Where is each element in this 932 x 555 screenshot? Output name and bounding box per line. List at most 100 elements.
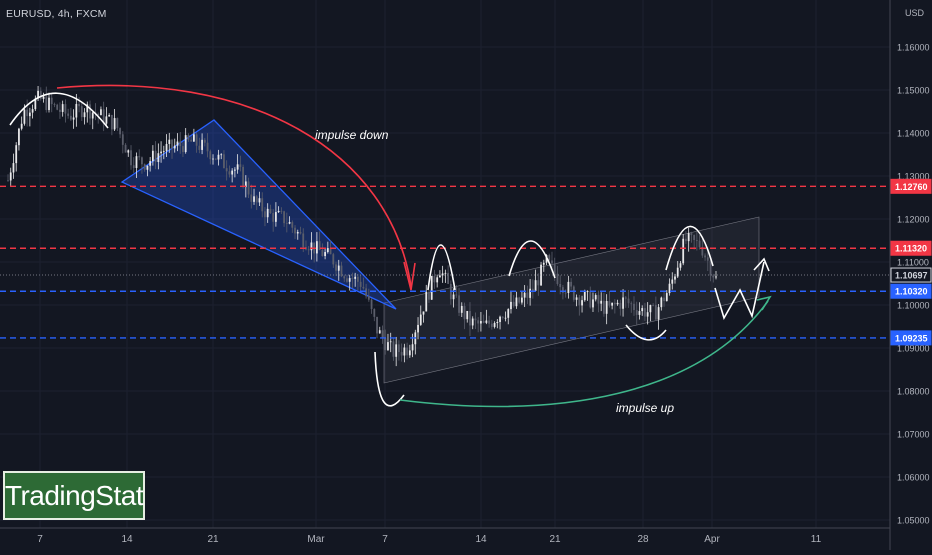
candle-body <box>294 227 296 234</box>
top-arc <box>508 240 556 279</box>
candle-body <box>9 172 12 181</box>
candle-body <box>693 235 696 240</box>
price-tag-label: 1.12760 <box>895 182 928 192</box>
candle-body <box>100 109 102 116</box>
candle-body <box>67 113 70 116</box>
y-tick-label: 1.14000 <box>897 129 930 139</box>
candle-body <box>581 300 583 306</box>
candle-body <box>250 194 253 202</box>
candle-body <box>706 257 709 261</box>
x-tick-label: 14 <box>121 534 133 545</box>
candle-body <box>701 247 704 256</box>
candle-body <box>704 255 706 258</box>
candle-body <box>630 303 633 305</box>
candle-body <box>59 109 61 112</box>
candle-body <box>564 292 567 294</box>
candle-body <box>274 212 277 222</box>
candle-body <box>477 320 480 324</box>
annotation-impulse-down: impulse down <box>315 128 389 142</box>
candle-body <box>154 150 157 163</box>
candle-body <box>575 297 578 300</box>
candle-body <box>469 310 471 326</box>
candle-body <box>187 135 190 140</box>
candle-body <box>597 295 600 304</box>
candle-body <box>460 305 463 313</box>
x-tick-label: 11 <box>811 534 822 545</box>
candle-body <box>425 291 428 312</box>
candle-body <box>649 305 652 313</box>
y-tick-label: 1.09000 <box>897 344 930 354</box>
candle-body <box>53 104 56 105</box>
candle-body <box>157 153 160 163</box>
candle-body <box>239 164 242 167</box>
candle-body <box>269 208 272 214</box>
candle-body <box>676 267 679 277</box>
candle-body <box>482 321 485 323</box>
candle-body <box>641 308 644 312</box>
candle-body <box>373 308 376 317</box>
candle-body <box>72 117 75 120</box>
candle-body <box>69 115 72 120</box>
candle-body <box>162 151 165 152</box>
candle-body <box>116 118 119 129</box>
tradingstat-logo: TradingStat <box>3 471 145 520</box>
candle-body <box>223 154 225 169</box>
candle-body <box>466 310 469 320</box>
candle-body <box>537 280 540 286</box>
y-tick-label: 1.15000 <box>897 86 930 96</box>
candle-body <box>247 181 250 195</box>
candle-body <box>501 316 504 318</box>
candle-body <box>665 293 668 302</box>
candle-body <box>244 181 247 188</box>
candle-body <box>61 104 64 112</box>
candle-body <box>441 273 444 276</box>
top-arc <box>427 244 456 291</box>
candle-body <box>365 288 368 297</box>
candle-body <box>266 208 269 218</box>
candle-body <box>182 146 184 153</box>
candle-body <box>135 156 138 168</box>
candle-body <box>572 286 575 300</box>
candle-body <box>113 118 116 130</box>
candle-body <box>75 103 78 118</box>
candle-body <box>671 279 674 284</box>
candle-body <box>387 342 389 351</box>
y-tick-label: 1.12000 <box>897 215 930 225</box>
candle-body <box>376 316 378 334</box>
y-tick-label: 1.16000 <box>897 43 930 53</box>
symbol-label: EURUSD, 4h, FXCM <box>6 8 107 20</box>
candle-body <box>346 278 348 282</box>
candle-body <box>452 294 455 300</box>
candle-body <box>132 165 135 168</box>
candle-body <box>176 141 179 146</box>
candle-body <box>255 196 258 203</box>
candle-body <box>64 104 67 114</box>
y-tick-label: 1.13000 <box>897 172 930 182</box>
price-tag-label: 1.10697 <box>895 271 928 281</box>
candle-body <box>488 320 491 324</box>
candle-body <box>600 300 603 304</box>
candle-body <box>318 241 321 251</box>
candle-body <box>463 305 466 320</box>
candle-body <box>619 302 622 309</box>
bottom-arc <box>374 351 405 407</box>
x-tick-label: 7 <box>382 534 388 545</box>
y-tick-label: 1.05000 <box>897 516 930 526</box>
candle-body <box>398 344 400 353</box>
candle-body <box>324 252 326 257</box>
candle-body <box>171 139 173 149</box>
x-tick-label: Apr <box>704 534 720 545</box>
candle-body <box>184 135 187 153</box>
candle-body <box>28 112 31 117</box>
candle-body <box>381 330 384 338</box>
candle-body <box>384 337 387 351</box>
candle-body <box>258 198 261 203</box>
candle-body <box>646 312 649 317</box>
candle-body <box>102 109 105 124</box>
candle-body <box>315 241 318 254</box>
currency-label: USD <box>905 8 925 18</box>
candle-body <box>698 240 701 248</box>
candle-body <box>389 341 392 343</box>
candle-body <box>34 98 37 110</box>
